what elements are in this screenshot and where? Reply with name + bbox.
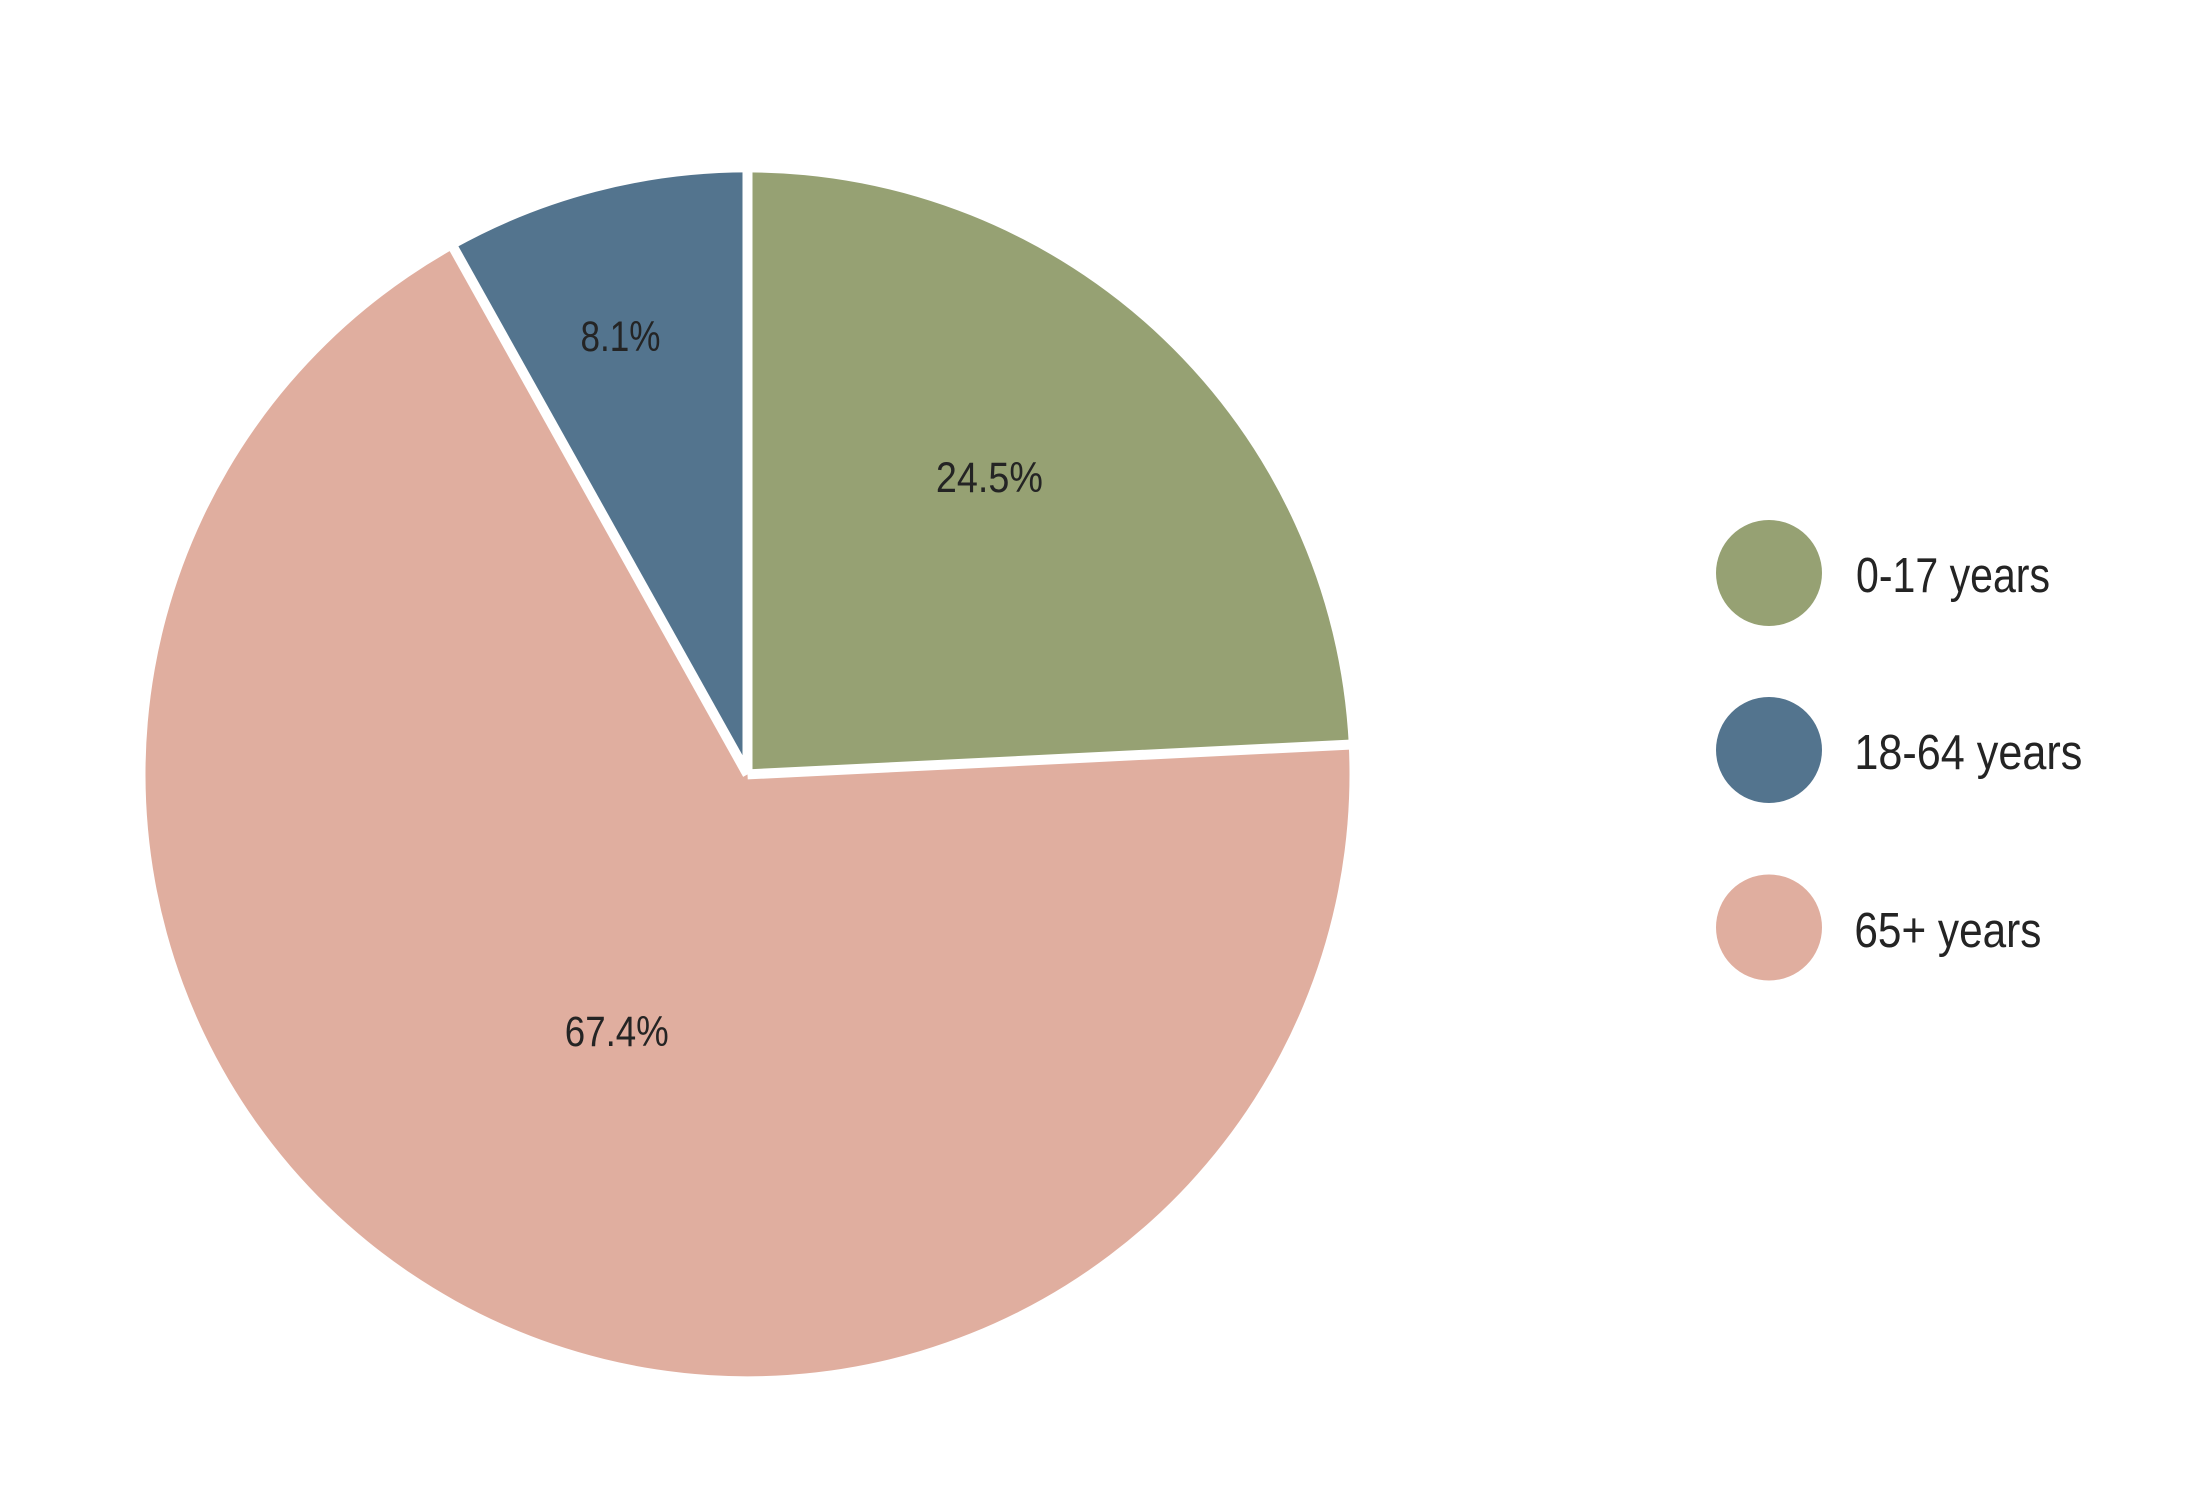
svg-text:18-64 years: 18-64 years xyxy=(1854,726,2082,780)
svg-text:67.4%: 67.4% xyxy=(565,1008,669,1056)
svg-text:65+ years: 65+ years xyxy=(1854,904,2041,958)
svg-text:0-17 years: 0-17 years xyxy=(1856,549,2050,603)
svg-text:8.1%: 8.1% xyxy=(581,313,661,361)
svg-text:24.5%: 24.5% xyxy=(936,454,1043,502)
